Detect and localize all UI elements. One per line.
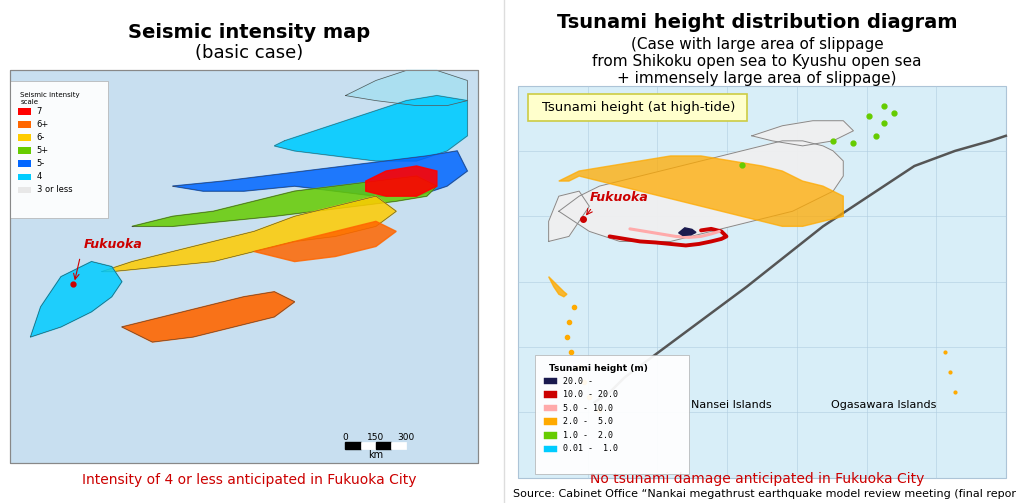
- Polygon shape: [752, 121, 853, 146]
- Polygon shape: [549, 277, 567, 297]
- Bar: [544, 446, 557, 452]
- Text: Tsunami height (at high-tide): Tsunami height (at high-tide): [542, 101, 735, 114]
- Bar: [544, 418, 557, 425]
- Text: Tsunami height distribution diagram: Tsunami height distribution diagram: [557, 13, 957, 32]
- Polygon shape: [549, 191, 589, 241]
- Polygon shape: [366, 166, 437, 196]
- Text: (basic case): (basic case): [195, 44, 303, 62]
- Text: 150: 150: [368, 433, 384, 442]
- Text: (Case with large area of slippage: (Case with large area of slippage: [631, 37, 883, 52]
- Text: Fukuoka: Fukuoka: [83, 238, 142, 252]
- Polygon shape: [274, 96, 467, 161]
- Text: 300: 300: [398, 433, 415, 442]
- FancyBboxPatch shape: [528, 94, 747, 121]
- Text: Seismic intensity map: Seismic intensity map: [128, 23, 370, 42]
- Bar: [345, 442, 361, 449]
- Polygon shape: [254, 221, 396, 262]
- FancyBboxPatch shape: [10, 81, 108, 218]
- Bar: [544, 378, 557, 384]
- Text: km: km: [369, 450, 383, 460]
- Polygon shape: [559, 141, 843, 241]
- Text: 5-: 5-: [37, 159, 45, 168]
- Polygon shape: [132, 176, 437, 226]
- Text: 4: 4: [37, 173, 42, 181]
- Text: 0.01 -  1.0: 0.01 - 1.0: [563, 445, 618, 453]
- FancyBboxPatch shape: [535, 355, 689, 474]
- Text: 5+: 5+: [37, 146, 49, 155]
- Text: from Shikoku open sea to Kyushu open sea: from Shikoku open sea to Kyushu open sea: [592, 54, 922, 69]
- Text: No tsunami damage anticipated in Fukuoka City: No tsunami damage anticipated in Fukuoka…: [589, 472, 925, 486]
- Bar: [18, 108, 31, 115]
- Polygon shape: [559, 156, 843, 226]
- Bar: [18, 147, 31, 154]
- Bar: [544, 405, 557, 411]
- Polygon shape: [122, 292, 295, 342]
- Text: 6-: 6-: [37, 133, 45, 142]
- Text: Tsunami height (m): Tsunami height (m): [549, 364, 647, 373]
- Text: Intensity of 4 or less anticipated in Fukuoka City: Intensity of 4 or less anticipated in Fu…: [81, 473, 417, 487]
- Text: 3 or less: 3 or less: [37, 186, 72, 194]
- Text: 2.0 -  5.0: 2.0 - 5.0: [563, 417, 613, 426]
- Polygon shape: [679, 228, 696, 235]
- Text: 1.0 -  2.0: 1.0 - 2.0: [563, 431, 613, 440]
- Text: 10.0 - 20.0: 10.0 - 20.0: [563, 390, 618, 399]
- Polygon shape: [173, 151, 467, 196]
- FancyBboxPatch shape: [518, 86, 1006, 478]
- Bar: [391, 442, 406, 449]
- Bar: [18, 187, 31, 193]
- Text: 7: 7: [37, 107, 42, 116]
- Polygon shape: [30, 262, 122, 337]
- Text: 6+: 6+: [37, 120, 49, 129]
- Polygon shape: [345, 70, 467, 106]
- Bar: [18, 121, 31, 128]
- Bar: [544, 391, 557, 398]
- Text: Fukuoka: Fukuoka: [589, 191, 648, 204]
- Bar: [18, 160, 31, 167]
- Bar: [544, 432, 557, 439]
- FancyBboxPatch shape: [10, 70, 478, 463]
- Text: 5.0 - 10.0: 5.0 - 10.0: [563, 404, 613, 412]
- Text: Ogasawara Islands: Ogasawara Islands: [831, 400, 937, 410]
- Text: 20.0 -: 20.0 -: [563, 377, 593, 385]
- Polygon shape: [102, 196, 396, 272]
- Bar: [18, 174, 31, 180]
- Text: 0: 0: [342, 433, 348, 442]
- Text: Seismic intensity
scale: Seismic intensity scale: [20, 92, 80, 105]
- Text: Source: Cabinet Office “Nankai megathrust earthquake model review meeting (final: Source: Cabinet Office “Nankai megathrus…: [513, 489, 1016, 499]
- Bar: [18, 134, 31, 141]
- Bar: [361, 442, 376, 449]
- Bar: [376, 442, 391, 449]
- Text: Nansei Islands: Nansei Islands: [691, 400, 772, 410]
- Text: + immensely large area of slippage): + immensely large area of slippage): [617, 71, 897, 86]
